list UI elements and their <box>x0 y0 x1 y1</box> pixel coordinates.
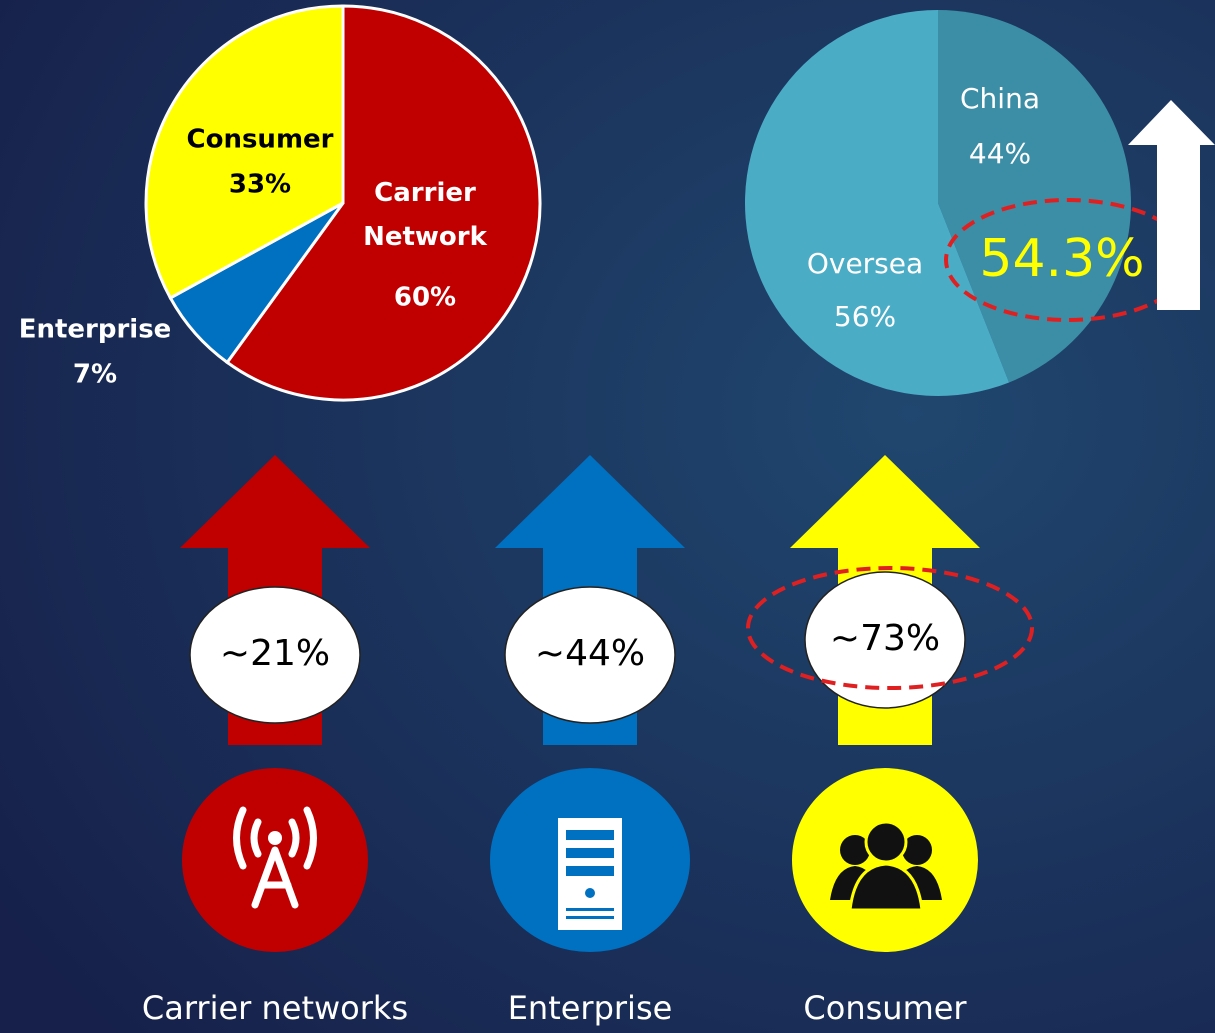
server-vent <box>566 916 614 919</box>
rate-label: ~44% <box>535 633 645 674</box>
slice-label: Carrier Network <box>363 178 488 252</box>
slice-label: Oversea <box>807 247 923 280</box>
slice-label: Consumer <box>187 125 334 155</box>
server-slot <box>566 848 614 858</box>
icon-users <box>830 820 942 912</box>
slice-label: China <box>960 82 1040 115</box>
slice-label: Enterprise <box>19 315 172 345</box>
pie-slice <box>225 4 542 402</box>
pie-slice <box>144 4 345 300</box>
server-slot <box>566 866 614 876</box>
growth-row: ~21% Carrier networks ~44% Enterprise ~73% Co… <box>142 455 1034 1027</box>
icon-server <box>558 818 622 930</box>
highlight-ellipse <box>746 566 1034 690</box>
user-head <box>864 820 908 864</box>
segment-label: Carrier networks <box>142 989 408 1027</box>
rate-bubble <box>504 586 676 724</box>
slice-value-label: 56% <box>834 300 896 333</box>
annotation: 54.3% <box>979 229 1144 289</box>
slice-value-label: 33% <box>229 170 291 200</box>
slice-value-label: 60% <box>394 283 456 313</box>
user-head <box>840 835 870 865</box>
pie: China 44% Oversea 56% 54.3% <box>744 10 1192 397</box>
user-body <box>848 862 924 912</box>
server-led <box>585 888 595 898</box>
slice-value-label: 44% <box>969 137 1031 170</box>
pie-slice <box>938 10 1131 383</box>
pie-slice <box>744 10 1010 397</box>
segment-label: Enterprise <box>508 989 673 1027</box>
server-vent <box>566 908 614 911</box>
antenna-waves <box>233 806 317 870</box>
antenna-dot <box>268 831 282 845</box>
user-head <box>902 835 932 865</box>
antenna-tower <box>251 846 299 909</box>
rate-bubble <box>804 571 966 709</box>
slice-value-label: 7% <box>73 360 117 390</box>
segment-label: Consumer <box>803 989 967 1027</box>
up-arrow <box>1128 100 1215 310</box>
pie: Carrier Network 60% Enterprise 7% Consumer 33% <box>19 4 542 402</box>
charts: Carrier Network 60% Enterprise 7% Consumer 33%… <box>19 4 1192 402</box>
server-slot <box>566 830 614 840</box>
rate-label: ~21% <box>220 633 330 674</box>
rate-label: ~73% <box>830 618 940 659</box>
icon-antenna <box>233 806 317 909</box>
rate-bubble <box>189 586 361 724</box>
